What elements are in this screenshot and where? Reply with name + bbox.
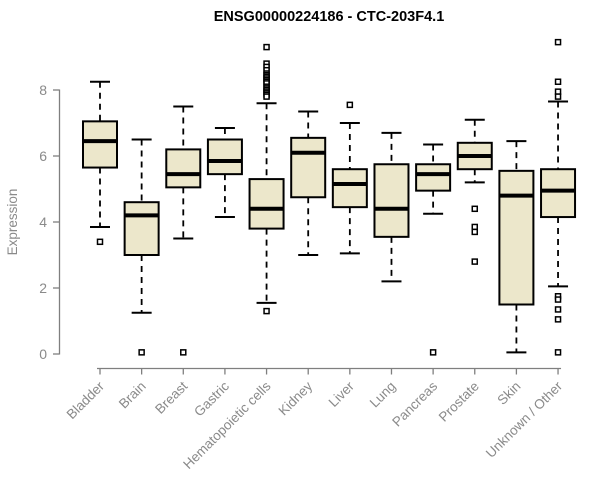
outlier-point [429,349,437,356]
x-tick-label-skin: Skin [494,379,523,408]
y-tick-label: 8 [39,82,47,98]
x-tick-label-kidney: Kidney [276,378,316,418]
outlier-point [346,101,354,109]
y-axis-label: Expression [5,189,20,256]
x-tick-label-brain: Brain [116,379,149,412]
x-tick-label-bladder: Bladder [64,378,108,422]
y-tick-label: 2 [39,280,47,296]
outlier-point [96,238,104,246]
iqr-box [415,163,452,192]
axes: 0 2 4 6 8 [39,82,562,375]
outlier-point [554,78,562,85]
y-tick-label: 6 [39,148,47,164]
x-tick-label-liver: Liver [326,378,358,410]
boxplot-series [82,38,577,356]
box-group-bladder [82,80,118,246]
outlier-point [263,307,270,315]
box-group-lung [373,131,410,283]
box-group-kidney [290,110,327,256]
chart-title: ENSG00000224186 - CTC-203F4.1 [214,9,445,25]
box-group-pancreas [415,143,452,356]
box-group-breast [165,105,202,356]
box-group-liver [331,101,368,255]
box-group-hematopoietic-cells [248,43,285,315]
box-group-unknown-other [540,38,577,356]
outlier-point [554,93,562,100]
iqr-box [248,178,285,230]
x-tick-label-prostate: Prostate [436,379,482,425]
outlier-point [554,38,562,46]
outlier-point [471,228,479,236]
x-tick-label-gastric: Gastric [191,378,232,419]
iqr-box [373,163,410,238]
iqr-box [206,138,243,176]
box-group-skin [498,140,535,354]
outlier-point [138,349,145,356]
iqr-box [165,148,202,189]
outlier-point [263,93,270,100]
iqr-box [498,169,535,306]
iqr-box [540,168,577,219]
outlier-point [180,349,187,356]
x-tick-label-breast: Breast [152,378,190,416]
outlier-point [471,205,479,213]
outlier-point [471,258,479,265]
y-tick-label: 0 [39,346,47,362]
y-tick-label: 4 [39,214,47,230]
outlier-point [554,306,562,313]
x-tick-label-unknown-other: Unknown / Other [483,378,566,461]
outlier-point [554,349,562,356]
iqr-box [123,201,160,256]
outlier-point [263,43,270,51]
outlier-point [554,296,562,303]
box-group-gastric [206,126,243,219]
iqr-box [290,136,327,199]
x-tick-label-pancreas: Pancreas [389,378,440,429]
iqr-box [82,120,118,169]
x-tick-label-lung: Lung [367,379,399,411]
box-group-prostate [456,118,493,265]
outlier-point [554,316,562,323]
box-group-brain [123,138,160,356]
iqr-box [331,168,368,209]
